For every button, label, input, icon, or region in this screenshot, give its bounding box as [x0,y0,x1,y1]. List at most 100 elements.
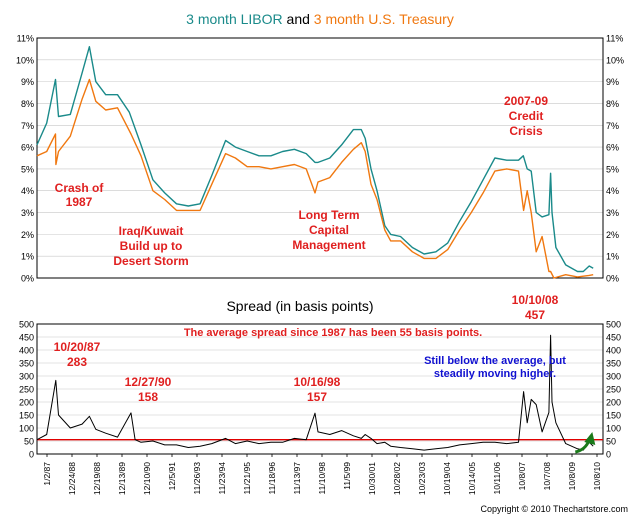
spread-xtick-label: 11/23/94 [217,462,227,495]
annotation-desert-storm: Iraq/Kuwait Build up to Desert Storm [113,224,188,268]
spread-xtick-label: 11/5/99 [342,462,352,490]
title-treasury: 3 month U.S. Treasury [314,11,454,27]
annotation-1998-peak-line: 157 [307,390,327,404]
annotation-1990-peak-line: 158 [138,390,158,404]
spread-ytick-left: 150 [19,411,34,421]
spread-xtick-label: 11/13/97 [292,462,302,495]
spread-ytick-right: 400 [606,346,621,356]
spread-xtick-label: 10/7/08 [542,462,552,491]
spread-ytick-right: 150 [606,411,621,421]
rates-ytick-right: 5% [606,164,619,174]
spread-ytick-right: 0 [606,450,611,460]
copyright: Copyright © 2010 Thechartstore.com [480,504,628,514]
rates-ytick-right: 7% [606,121,619,131]
spread-xtick-label: 12/13/89 [117,462,127,495]
annotation-1987-peak: 10/20/87 283 [54,340,101,369]
title-and: and [283,11,314,27]
annotation-1990-peak: 12/27/90 158 [125,375,172,404]
spread-xtick-label: 10/28/02 [392,462,402,495]
rates-ytick-right: 2% [606,230,619,240]
spread-ytick-left: 0 [29,450,34,460]
annotation-ltcm: Long Term Capital Management [292,208,365,252]
annotation-1987-peak-line: 283 [67,355,87,369]
annotation-1990-peak-line: 12/27/90 [125,375,172,389]
rates-ytick-right: 4% [606,186,619,196]
rates-ytick-right: 8% [606,99,619,109]
rates-ytick-left: 7% [21,121,34,131]
series-treasury-line [36,78,594,279]
annotation-1987-peak-line: 10/20/87 [54,340,101,354]
spread-chart-title: Spread (in basis points) [226,298,373,314]
rates-ytick-left: 10% [16,55,34,65]
rates-ytick-left: 4% [21,186,34,196]
rates-ytick-right: 10% [606,55,624,65]
annotation-desert-storm-line: Iraq/Kuwait [119,224,184,238]
arrow-head [584,432,596,445]
spread-ytick-right: 300 [606,372,621,382]
spread-ytick-right: 50 [606,437,616,447]
annotation-credit-crisis-line: Credit [509,109,544,123]
spread-xtick-label: 10/11/06 [492,462,502,495]
spread-xtick-label: 1/2/87 [42,462,52,486]
spread-xtick-label: 10/8/10 [592,462,602,491]
annotation-1998-peak-line: 10/16/98 [294,375,341,389]
annotation-ltcm-line: Management [292,238,365,252]
spread-ytick-left: 400 [19,346,34,356]
rates-ytick-left: 1% [21,252,34,262]
rates-ytick-left: 0% [21,274,34,284]
spread-xtick-label: 11/26/93 [192,462,202,495]
spread-xtick-label: 10/8/07 [517,462,527,491]
spread-xtick-label: 11/18/96 [267,462,277,495]
annotation-credit-crisis: 2007-09 Credit Crisis [504,94,548,138]
rates-plot-bg [37,38,603,278]
annotation-2008-peak-line: 10/10/08 [512,293,559,307]
rates-plot-frame [36,37,604,279]
spread-xtick-label: 10/23/03 [417,462,427,495]
spread-ytick-left: 300 [19,372,34,382]
spread-ytick-right: 100 [606,424,621,434]
chart-title: 3 month LIBOR and 3 month U.S. Treasury [186,11,454,27]
annotation-ltcm-line: Long Term [298,208,359,222]
spread-ytick-left: 350 [19,359,34,369]
rates-ytick-right: 6% [606,143,619,153]
spread-xtick-label: 12/24/88 [67,462,77,495]
spread-ytick-left: 200 [19,398,34,408]
spread-xtick-label: 12/5/91 [167,462,177,491]
rates-ytick-left: 8% [21,99,34,109]
rates-ytick-left: 6% [21,143,34,153]
annotation-crash-1987-line: Crash of [55,181,105,195]
spread-ytick-right: 500 [606,320,621,330]
rates-ytick-left: 5% [21,164,34,174]
spread-xtick-label: 10/30/01 [367,462,377,495]
spread-xtick-label: 11/21/95 [242,462,252,495]
spread-ytick-right: 250 [606,385,621,395]
annotation-ltcm-line: Capital [309,223,349,237]
rates-ytick-left: 9% [21,77,34,87]
annotation-average-spread: The average spread since 1987 has been 5… [184,327,482,339]
annotation-desert-storm-line: Desert Storm [113,254,188,268]
annotation-crash-1987: Crash of 1987 [55,181,105,209]
annotation-2008-peak: 10/10/08 457 [512,293,559,322]
rates-ytick-right: 0% [606,274,619,284]
spread-xtick-label: 10/14/05 [467,462,477,495]
spread-plot-frame [36,323,604,455]
spread-ytick-left: 50 [24,437,34,447]
spread-ytick-left: 500 [19,320,34,330]
spread-xtick-label: 10/8/09 [567,462,577,491]
annotation-still-below: Still below the average, but steadily mov… [424,355,566,380]
spread-ytick-left: 450 [19,333,34,343]
annotation-crash-1987-line: 1987 [66,195,93,209]
spread-xtick-label: 11/10/98 [317,462,327,495]
series-libor-line [36,46,594,273]
spread-ytick-right: 350 [606,359,621,369]
series-spread-line [36,334,594,451]
annotation-desert-storm-line: Build up to [120,239,183,253]
annotation-still-below-line: steadily moving higher. [434,368,556,380]
spread-ytick-left: 100 [19,424,34,434]
annotation-still-below-line: Still below the average, but [424,355,566,367]
rates-ytick-right: 1% [606,252,619,262]
spread-xtick-label: 12/19/88 [92,462,102,495]
spread-ytick-right: 200 [606,398,621,408]
